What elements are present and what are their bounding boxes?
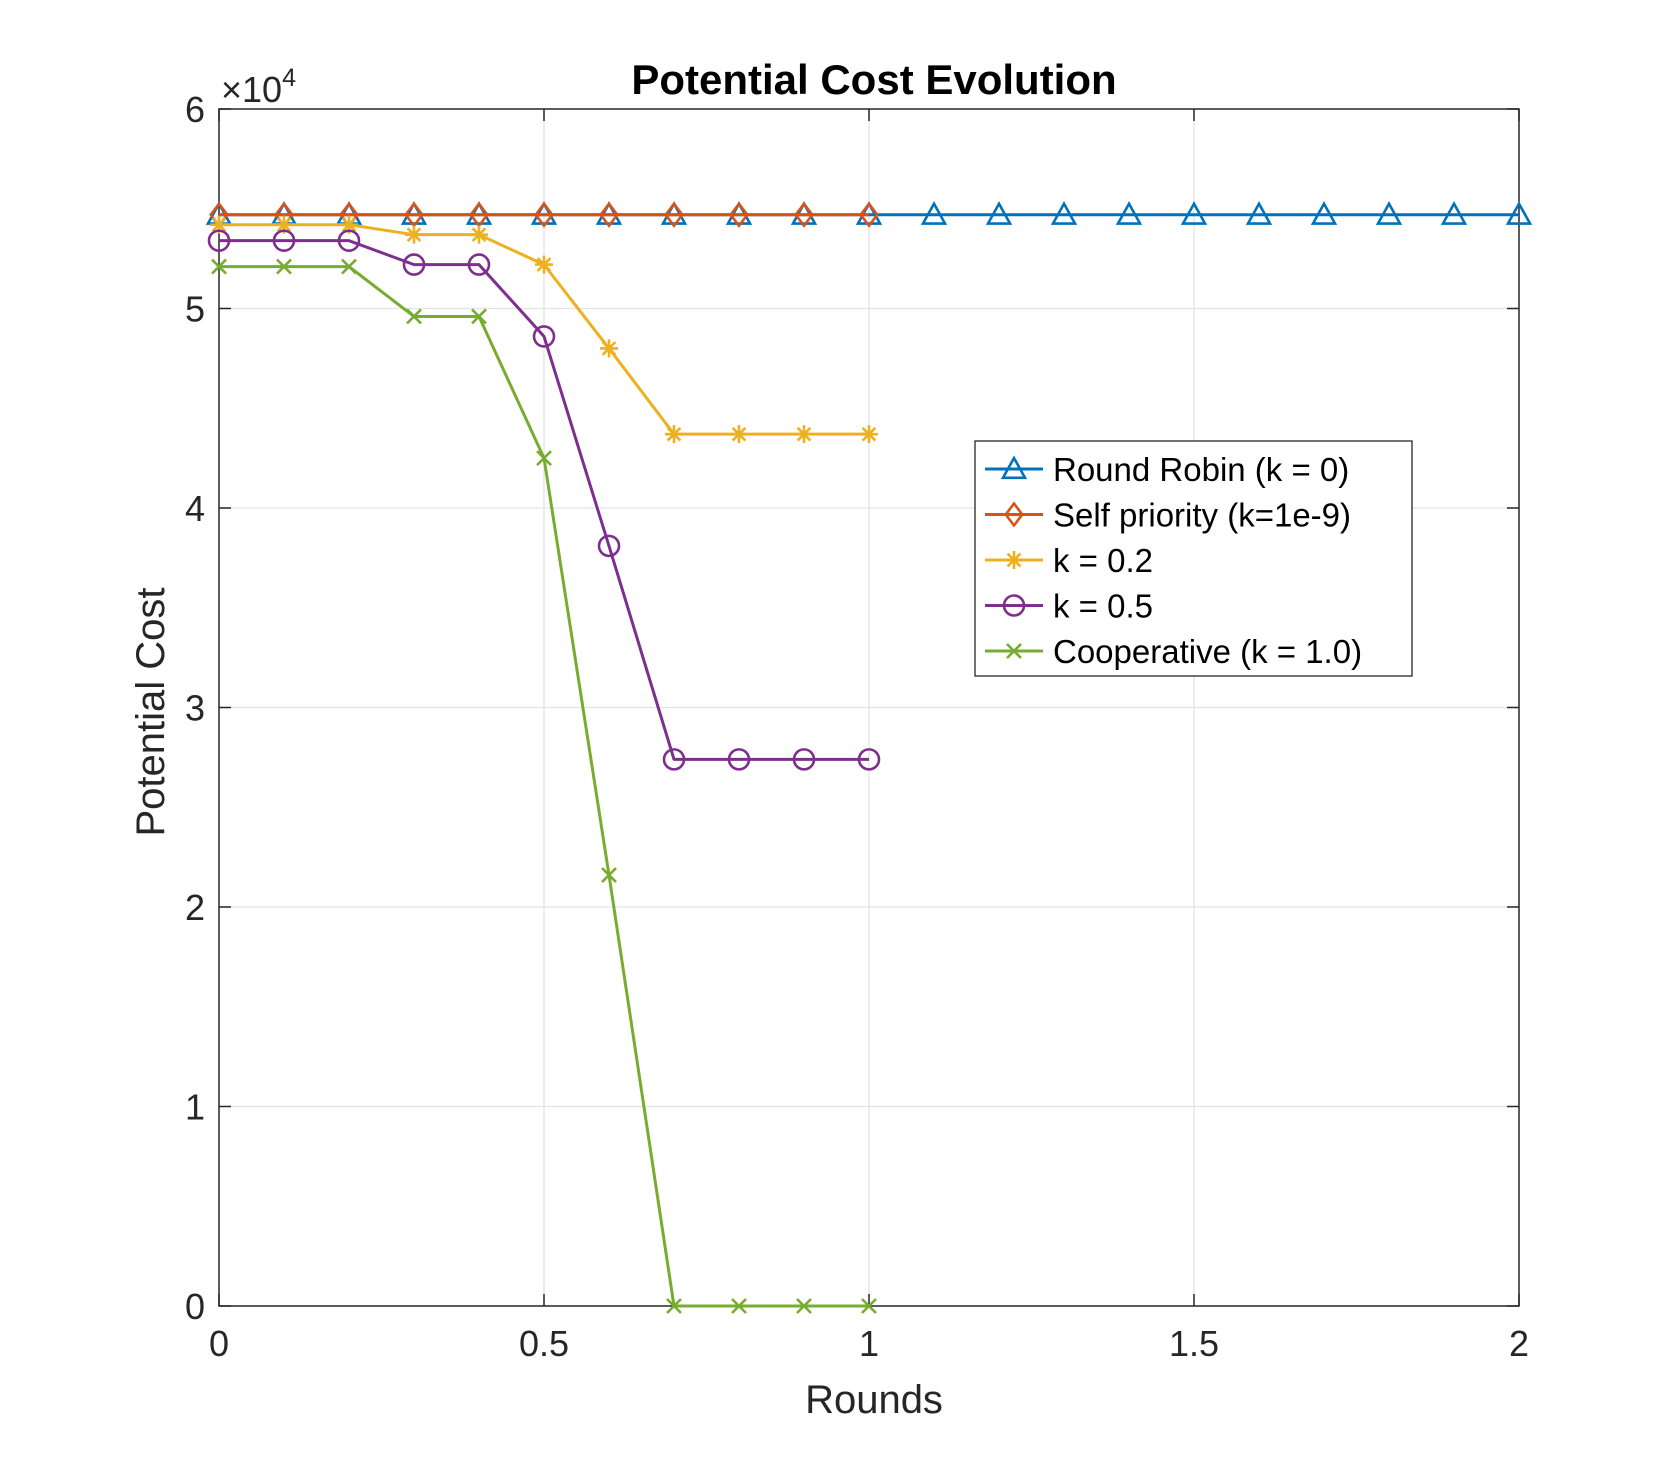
legend-label: Self priority (k=1e-9) [1053, 497, 1351, 534]
data-point [860, 425, 878, 444]
data-point [341, 258, 357, 275]
legend-swatch-marker [1005, 551, 1023, 569]
legend-entry: k = 0.5 [985, 588, 1153, 625]
y-tick-label: 3 [185, 688, 205, 729]
data-point [731, 1298, 747, 1314]
data-point [534, 201, 554, 228]
y-exponent-label: ×104 [221, 64, 296, 110]
data-point [730, 425, 748, 444]
data-point [666, 1298, 682, 1314]
legend-swatch-marker [1002, 594, 1026, 617]
x-tick-label: 0 [209, 1323, 229, 1364]
data-point [859, 201, 879, 228]
data-point [599, 201, 619, 228]
y-tick-label: 1 [185, 1087, 205, 1128]
data-point [665, 425, 683, 444]
data-point [402, 253, 426, 276]
legend-entry: k = 0.2 [985, 542, 1153, 579]
data-point [405, 225, 423, 244]
y-exponent-power: 4 [282, 64, 296, 92]
data-point [210, 215, 228, 234]
data-point [471, 308, 487, 325]
x-tick-label: 0.5 [519, 1323, 569, 1364]
legend-label: k = 0.5 [1053, 588, 1153, 625]
data-point [1115, 201, 1143, 225]
data-point [792, 748, 816, 771]
data-point [861, 1298, 877, 1314]
legend-entry: Round Robin (k = 0) [985, 451, 1349, 488]
legend-swatch-marker [1006, 643, 1022, 659]
legend-swatch-marker [1004, 501, 1024, 528]
x-tick-label: 2 [1509, 1323, 1529, 1364]
y-exponent-base: ×10 [221, 69, 282, 110]
data-point [535, 255, 553, 274]
series [205, 201, 1533, 1314]
data-point [1050, 201, 1078, 225]
legend-label: k = 0.2 [1053, 542, 1153, 579]
legend-label: Round Robin (k = 0) [1053, 451, 1349, 488]
data-point [662, 748, 686, 771]
legend-entry: Cooperative (k = 1.0) [985, 633, 1362, 670]
legend-entry: Self priority (k=1e-9) [985, 497, 1351, 534]
data-point [1505, 201, 1533, 225]
data-point [795, 425, 813, 444]
data-point [532, 325, 556, 348]
x-axis-label: Rounds [805, 1378, 943, 1422]
data-point [1245, 201, 1273, 225]
data-point [1180, 201, 1208, 225]
data-point [857, 748, 881, 771]
data-point [664, 201, 684, 228]
chart-title: Potential Cost Evolution [631, 56, 1116, 103]
data-point [275, 215, 293, 234]
data-point [600, 339, 618, 358]
x-tick-label: 1 [859, 1323, 879, 1364]
data-point [337, 229, 361, 252]
data-point [727, 748, 751, 771]
legend: Round Robin (k = 0) Self priority (k=1e-9… [974, 440, 1413, 677]
data-point [272, 229, 296, 252]
data-point [340, 215, 358, 234]
ticks: 0 0.5 1 1.5 2 0 1 2 3 4 5 6 [185, 89, 1529, 1364]
data-point [985, 201, 1013, 225]
y-tick-label: 2 [185, 887, 205, 928]
data-point [1440, 201, 1468, 225]
legend-swatch-marker [1000, 455, 1028, 480]
data-point [467, 253, 491, 276]
series-4 [211, 258, 877, 1314]
data-point [1375, 201, 1403, 225]
data-point [796, 1298, 812, 1314]
y-tick-label: 6 [185, 89, 205, 130]
legend-box [974, 440, 1413, 677]
series-line [219, 239, 869, 761]
series-3 [207, 229, 881, 771]
data-point [794, 201, 814, 228]
y-tick-label: 0 [185, 1286, 205, 1327]
series-2 [210, 215, 878, 444]
data-point [1310, 201, 1338, 225]
y-axis-label: Potential Cost [129, 587, 173, 836]
legend-label: Cooperative (k = 1.0) [1053, 633, 1362, 670]
data-point [920, 201, 948, 225]
y-tick-label: 5 [185, 289, 205, 330]
y-tick-label: 4 [185, 488, 205, 529]
data-point [211, 258, 227, 275]
data-point [597, 534, 621, 558]
data-point [406, 308, 422, 325]
data-point [729, 201, 749, 228]
data-point [207, 229, 231, 252]
data-point [470, 225, 488, 244]
data-point [276, 258, 292, 275]
x-tick-label: 1.5 [1169, 1323, 1219, 1364]
data-point [536, 450, 552, 467]
data-point [601, 867, 617, 883]
